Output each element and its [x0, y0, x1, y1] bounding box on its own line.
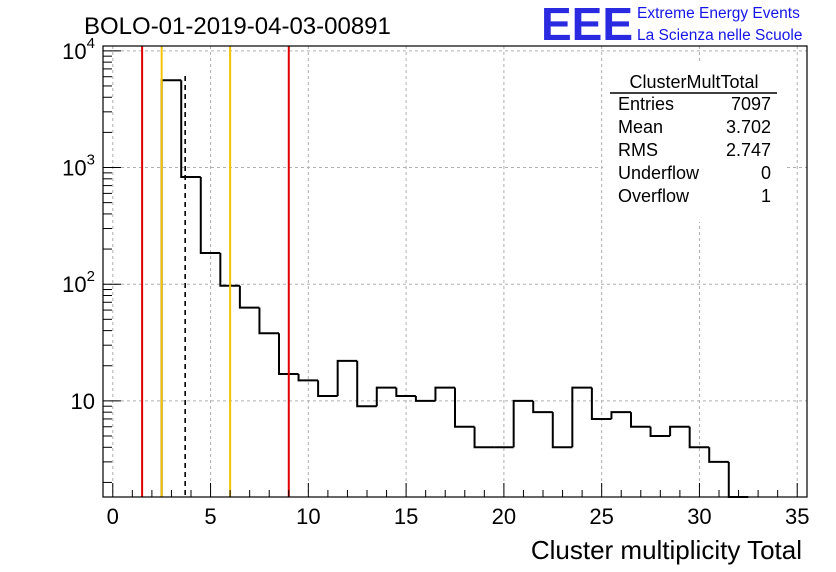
y-tick-label: 103 [62, 152, 95, 181]
histogram-bin [356, 360, 377, 408]
histogram-bin [630, 412, 651, 428]
histogram-bin [512, 399, 534, 448]
histogram-bin [199, 176, 221, 255]
stats-row-value: 2.747 [726, 140, 771, 160]
histogram-bin [669, 425, 690, 436]
histogram-bin [590, 387, 612, 420]
y-axis-ticks: 10 102 103 104 [62, 35, 121, 483]
x-axis-title: Cluster multiplicity Total [531, 535, 802, 565]
histogram-bin [414, 396, 436, 402]
histogram-bin [336, 359, 358, 397]
histogram-bin [180, 80, 201, 178]
stats-row-label: Mean [618, 117, 663, 137]
histogram-bin [297, 373, 319, 382]
histogram-bin [238, 285, 260, 309]
stats-row-label: Overflow [618, 186, 690, 206]
stats-row-value: 1 [761, 186, 771, 206]
eee-logo-line-1: Extreme Energy Events [637, 5, 800, 22]
plot-frame [102, 45, 808, 498]
histogram-bin [688, 426, 710, 449]
stats-row-label: Underflow [618, 163, 700, 183]
x-axis-ticks: 0 5 10 15 20 25 30 35 [107, 483, 809, 529]
histogram-bin [454, 387, 475, 428]
chart-title: BOLO-01-2019-04-03-00891 [84, 13, 391, 40]
eee-logo: EEE Extreme Energy Events La Scienza nel… [541, 0, 802, 50]
histogram-bin [473, 426, 495, 449]
x-tick-label: 30 [687, 504, 711, 529]
x-tick-label: 15 [394, 504, 418, 529]
x-tick-label: 0 [107, 504, 119, 529]
reference-lines [141, 46, 290, 497]
histogram-bin [649, 426, 671, 437]
eee-logo-line-2: La Scienza nelle Scuole [637, 27, 802, 44]
stats-row-value: 0 [761, 163, 771, 183]
histogram-bin [708, 447, 729, 463]
y-tick-label: 102 [62, 268, 95, 297]
stats-row-label: Entries [618, 94, 674, 114]
histogram-bin [551, 412, 573, 449]
histogram-bin [258, 307, 279, 335]
stats-row-label: RMS [618, 140, 658, 160]
histogram-bin [532, 400, 553, 414]
histogram-bin [219, 253, 240, 287]
x-tick-label: 35 [785, 504, 809, 529]
x-tick-label: 20 [492, 504, 516, 529]
stats-box: ClusterMultTotal Entries 7097 Mean 3.702 RMS… [603, 62, 786, 222]
y-tick-label: 10 [71, 389, 95, 414]
x-tick-label: 25 [589, 504, 613, 529]
x-tick-label: 5 [204, 504, 216, 529]
stats-row-value: 7097 [731, 94, 771, 114]
histogram-bin [278, 333, 299, 375]
histogram-bin [375, 386, 397, 407]
histogram-bin [434, 386, 455, 401]
stats-row-value: 3.702 [726, 117, 771, 137]
histogram-bin [610, 411, 631, 419]
eee-logo-mark: EEE [541, 0, 633, 50]
histogram-bin [317, 380, 338, 398]
histogram-bin [395, 387, 416, 398]
stats-box-background [603, 62, 786, 222]
stats-box-title: ClusterMultTotal [629, 72, 758, 92]
x-tick-label: 10 [296, 504, 320, 529]
y-tick-label: 104 [62, 35, 95, 64]
histogram-bin [571, 386, 592, 448]
stats-box-rows: Entries 7097 Mean 3.702 RMS 2.747 Underflow 0 Ov… [618, 94, 771, 206]
